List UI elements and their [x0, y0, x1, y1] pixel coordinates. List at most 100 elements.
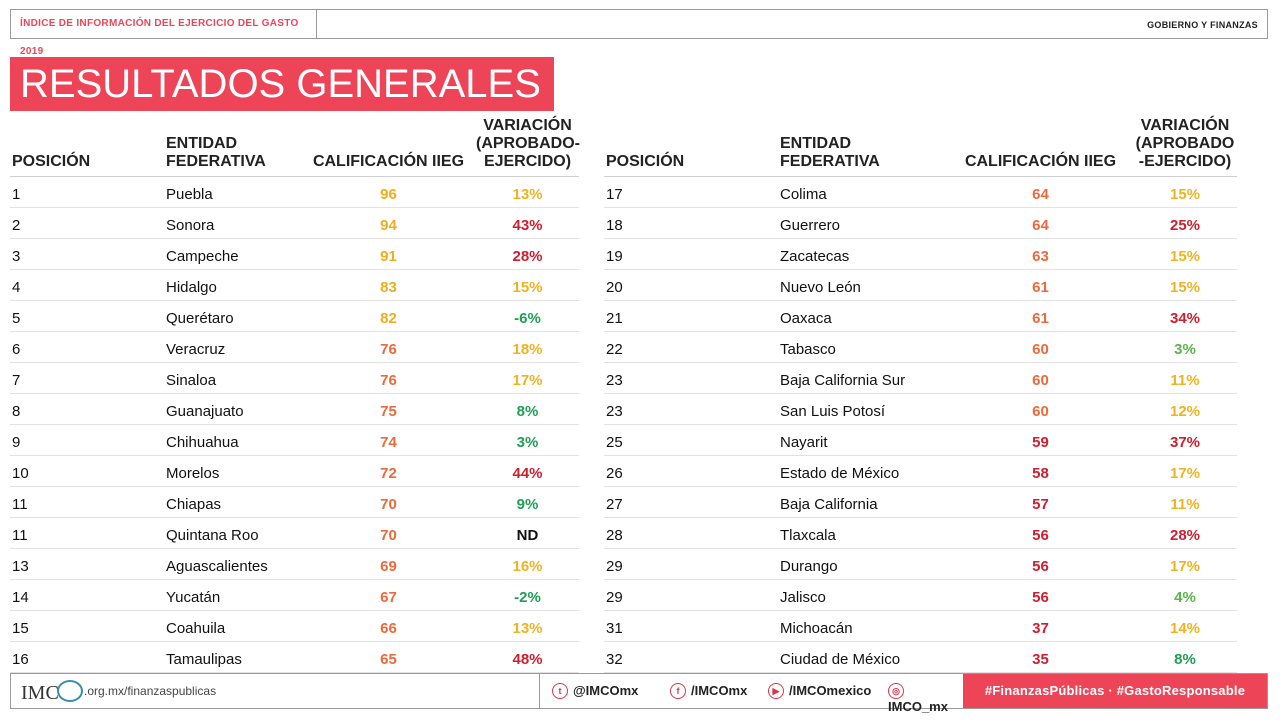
entity-cell: Tamaulipas — [164, 641, 301, 673]
table-row: 22 Tabasco 60 3% — [604, 331, 1237, 363]
entity-cell: Hidalgo — [164, 269, 301, 301]
score-cell: 64 — [948, 176, 1133, 208]
score-cell: 66 — [301, 610, 476, 642]
imco-logo: IMC — [21, 680, 83, 705]
variation-cell: 25% — [1133, 207, 1237, 239]
variation-cell: 13% — [476, 176, 579, 208]
variation-cell: 17% — [476, 362, 579, 394]
variation-cell: ND — [476, 517, 579, 549]
hashtags: #FinanzasPúblicas · #GastoResponsable — [963, 674, 1267, 708]
variation-cell: 3% — [1133, 331, 1237, 363]
position-cell: 1 — [10, 176, 164, 208]
table-row: 2 Sonora 94 43% — [10, 207, 579, 239]
score-cell: 56 — [948, 548, 1133, 580]
social-links: t @IMCOmx f/IMCOmx ▶/IMCOmexico ◎IMCO_mx — [539, 674, 966, 714]
table-row: 7 Sinaloa 76 17% — [10, 362, 579, 394]
variation-cell: 15% — [1133, 269, 1237, 301]
entity-cell: Morelos — [164, 455, 301, 487]
position-cell: 28 — [604, 517, 778, 549]
score-cell: 60 — [948, 393, 1133, 425]
entity-cell: Baja California Sur — [778, 362, 948, 394]
score-cell: 65 — [301, 641, 476, 673]
header-entity: ENTIDAD FEDERATIVA — [778, 116, 948, 177]
score-cell: 76 — [301, 331, 476, 363]
table-row: 16 Tamaulipas 65 48% — [10, 641, 579, 673]
entity-cell: Chiapas — [164, 486, 301, 518]
entity-cell: Jalisco — [778, 579, 948, 611]
position-cell: 13 — [10, 548, 164, 580]
score-cell: 74 — [301, 424, 476, 456]
table-row: 9 Chihuahua 74 3% — [10, 424, 579, 456]
entity-cell: San Luis Potosí — [778, 393, 948, 425]
variation-cell: 8% — [476, 393, 579, 425]
twitter-link[interactable]: t @IMCOmx — [552, 683, 638, 699]
score-cell: 57 — [948, 486, 1133, 518]
score-cell: 60 — [948, 362, 1133, 394]
variation-cell: 15% — [476, 269, 579, 301]
facebook-icon: f — [670, 683, 686, 699]
table-row: 5 Querétaro 82 -6% — [10, 300, 579, 332]
header-variation: VARIACIÓN(APROBADO-EJERCIDO) — [476, 116, 580, 177]
entity-cell: Sinaloa — [164, 362, 301, 394]
variation-cell: 8% — [1133, 641, 1237, 673]
score-cell: 91 — [301, 238, 476, 270]
position-cell: 19 — [604, 238, 778, 270]
table-row: 3 Campeche 91 28% — [10, 238, 579, 270]
variation-cell: 14% — [1133, 610, 1237, 642]
table-row: 23 Baja California Sur 60 11% — [604, 362, 1237, 394]
score-cell: 56 — [948, 579, 1133, 611]
variation-cell: 15% — [1133, 176, 1237, 208]
table-row: 28 Tlaxcala 56 28% — [604, 517, 1237, 549]
variation-cell: 28% — [1133, 517, 1237, 549]
entity-cell: Estado de México — [778, 455, 948, 487]
score-cell: 64 — [948, 207, 1133, 239]
variation-cell: -6% — [476, 300, 579, 332]
position-cell: 18 — [604, 207, 778, 239]
entity-cell: Baja California — [778, 486, 948, 518]
variation-cell: 43% — [476, 207, 579, 239]
variation-cell: 9% — [476, 486, 579, 518]
facebook-link[interactable]: f/IMCOmx — [670, 683, 747, 699]
section-title: GOBIERNO Y FINANZAS — [1147, 20, 1258, 30]
instagram-link[interactable]: ◎IMCO_mx — [888, 683, 966, 714]
header-score: CALIFICACIÓN IIEG — [948, 116, 1133, 177]
entity-cell: Nuevo León — [778, 269, 948, 301]
report-title: ÍNDICE DE INFORMACIÓN DEL EJERCICIO DEL … — [11, 10, 317, 57]
entity-cell: Colima — [778, 176, 948, 208]
page-title-banner: RESULTADOS GENERALES — [10, 57, 554, 111]
position-cell: 31 — [604, 610, 778, 642]
header-position: POSICIÓN — [604, 116, 778, 177]
table-row: 11 Chiapas 70 9% — [10, 486, 579, 518]
score-cell: 94 — [301, 207, 476, 239]
variation-cell: 15% — [1133, 238, 1237, 270]
table-row: 4 Hidalgo 83 15% — [10, 269, 579, 301]
position-cell: 9 — [10, 424, 164, 456]
position-cell: 10 — [10, 455, 164, 487]
footer-bar: IMC .org.mx/finanzaspublicas t @IMCOmx f /… — [10, 673, 1268, 714]
entity-cell: Veracruz — [164, 331, 301, 363]
score-cell: 82 — [301, 300, 476, 332]
position-cell: 11 — [10, 517, 164, 549]
entity-cell: Nayarit — [778, 424, 948, 456]
youtube-link[interactable]: ▶/IMCOmexico — [768, 683, 871, 699]
position-cell: 29 — [604, 548, 778, 580]
entity-cell: Querétaro — [164, 300, 301, 332]
entity-cell: Aguascalientes — [164, 548, 301, 580]
score-cell: 83 — [301, 269, 476, 301]
footer-url[interactable]: .org.mx/finanzaspublicas — [84, 684, 217, 698]
score-cell: 96 — [301, 176, 476, 208]
position-cell: 20 — [604, 269, 778, 301]
position-cell: 2 — [10, 207, 164, 239]
ranking-table-right: POSICIÓN ENTIDAD FEDERATIVA CALIFICACIÓN … — [604, 116, 1237, 673]
variation-cell: 12% — [1133, 393, 1237, 425]
position-cell: 27 — [604, 486, 778, 518]
header-entity: ENTIDAD FEDERATIVA — [164, 116, 301, 177]
table-row: 32 Ciudad de México 35 8% — [604, 641, 1237, 673]
entity-cell: Quintana Roo — [164, 517, 301, 549]
table-row: 13 Aguascalientes 69 16% — [10, 548, 579, 580]
variation-cell: 11% — [1133, 362, 1237, 394]
table-row: 27 Baja California 57 11% — [604, 486, 1237, 518]
table-row: 17 Colima 64 15% — [604, 176, 1237, 208]
table-row: 20 Nuevo León 61 15% — [604, 269, 1237, 301]
entity-cell: Campeche — [164, 238, 301, 270]
